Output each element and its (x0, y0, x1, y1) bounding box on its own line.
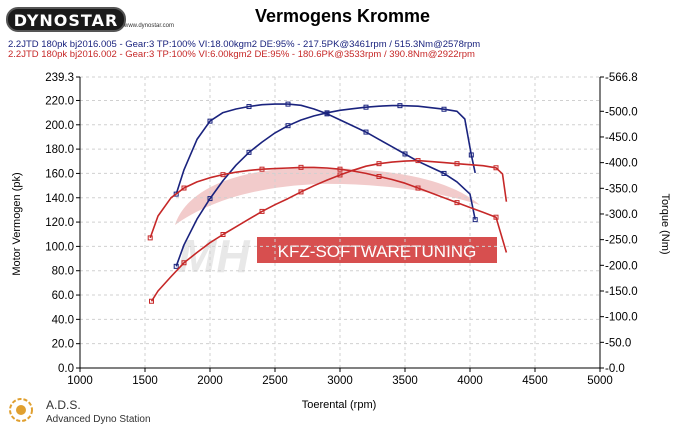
x-tick-label: 4500 (522, 375, 548, 387)
x-tick-label: 2000 (197, 375, 223, 387)
series-point-1 (285, 101, 291, 107)
footer-subtitle: Advanced Dyno Station (46, 414, 151, 425)
run-legend-1: 2.2JTD 180pk bj2016.005 - Gear:3 TP:100%… (8, 39, 481, 50)
series-point-1 (402, 151, 408, 157)
watermark-text: KFZ-SOFTWARETUNING (278, 242, 477, 261)
y-axis-label: Motor Vermogen (pk) (11, 172, 23, 275)
series-point-3 (147, 235, 153, 241)
x-tick-label: 4000 (457, 375, 483, 387)
x-tick-label: 1000 (67, 375, 93, 387)
series-group (147, 101, 508, 304)
y-tick-label: 20.0 (52, 339, 74, 351)
ads-logo-icon (9, 398, 33, 422)
y2-tick-label: -300.0 (605, 209, 638, 221)
series-point-4 (415, 158, 421, 164)
car-silhouette-icon (175, 167, 480, 225)
series-point-1 (173, 191, 179, 197)
y-tick-label: 100.0 (45, 241, 74, 253)
series-point-2 (285, 123, 291, 129)
dynostar-logo: DYNOSTAR (6, 7, 126, 32)
series-line-1-power (175, 103, 476, 220)
y-tick-label: 140.0 (45, 193, 74, 205)
series-point-4 (493, 165, 499, 171)
y2-tick-label: -50.0 (605, 337, 631, 349)
y-tick-label: 60.0 (52, 290, 74, 302)
series-point-4 (337, 172, 343, 178)
chart-title: Vermogens Kromme (254, 6, 431, 26)
y2-tick-label: -450.0 (605, 132, 638, 144)
x-tick-label: 5000 (587, 375, 613, 387)
y-tick-label: 239.3 (45, 72, 74, 84)
series-point-3 (337, 166, 343, 172)
y2-tick-label: -500.0 (605, 106, 638, 118)
axes: 1000 1500 2000 2500 3000 3500 4000 4500 5000 0.0 2… (45, 72, 637, 387)
x-tick-label: 2500 (262, 375, 288, 387)
y2-tick-label: -100.0 (605, 312, 638, 324)
series-point-2 (246, 149, 252, 155)
y-tick-label: 180.0 (45, 144, 74, 156)
series-point-1 (207, 118, 213, 124)
series-point-2 (324, 110, 330, 116)
y-tick-label: 120.0 (45, 217, 74, 229)
series-point-1 (441, 170, 447, 176)
series-point-3 (259, 166, 265, 172)
series-point-1 (472, 217, 478, 223)
watermark-letters: MH (178, 230, 250, 282)
series-point-3 (376, 173, 382, 179)
series-point-3 (415, 185, 421, 191)
y2-tick-label: -200.0 (605, 260, 638, 272)
series-point-3 (220, 172, 226, 178)
y-tick-label: 220.0 (45, 95, 74, 107)
y-tick-label: 40.0 (52, 314, 74, 326)
run-legend-2: 2.2JTD 180pk bj2016.002 - Gear:3 TP:100%… (8, 49, 475, 60)
series-point-1 (363, 129, 369, 135)
y2-tick-label: -400.0 (605, 158, 638, 170)
x-tick-label: 3000 (327, 375, 353, 387)
series-point-4 (376, 161, 382, 167)
y2-axis-label: Torque (Nm) (659, 193, 671, 254)
y2-tick-label: -350.0 (605, 183, 638, 195)
series-point-4 (220, 232, 226, 238)
x-axis-label: Toerental (rpm) (302, 399, 377, 411)
series-point-4 (181, 260, 187, 266)
y-tick-label: 160.0 (45, 168, 74, 180)
series-point-3 (181, 185, 187, 191)
series-point-3 (298, 164, 304, 170)
series-point-4 (149, 298, 154, 304)
series-point-2 (441, 106, 447, 112)
series-point-2 (173, 263, 179, 269)
series-point-4 (259, 208, 265, 214)
logo-website: www.dynostar.com (124, 23, 175, 29)
series-point-2 (397, 103, 403, 109)
series-point-1 (246, 104, 252, 110)
watermark-band (257, 237, 497, 263)
y-tick-label: 200.0 (45, 120, 74, 132)
series-point-3 (454, 200, 460, 206)
y2-tick-label: -566.8 (605, 72, 638, 84)
series-point-3 (493, 214, 499, 220)
y2-tick-label: -0.0 (605, 363, 625, 375)
series-point-2 (468, 152, 474, 158)
series-point-2 (207, 196, 213, 202)
series-line-3-power (149, 166, 508, 253)
series-point-4 (298, 189, 304, 195)
watermark: MH KFZ-SOFTWARETUNING (175, 167, 497, 282)
series-point-4 (454, 161, 460, 167)
y-tick-label: 0.0 (58, 363, 74, 375)
footer-name: A.D.S. (46, 398, 81, 412)
series-point-2 (363, 104, 369, 110)
y2-tick-label: -250.0 (605, 235, 638, 247)
y2-tick-label: -150.0 (605, 286, 638, 298)
x-tick-label: 3500 (392, 375, 418, 387)
y-tick-label: 80.0 (52, 266, 74, 278)
x-tick-label: 1500 (132, 375, 158, 387)
